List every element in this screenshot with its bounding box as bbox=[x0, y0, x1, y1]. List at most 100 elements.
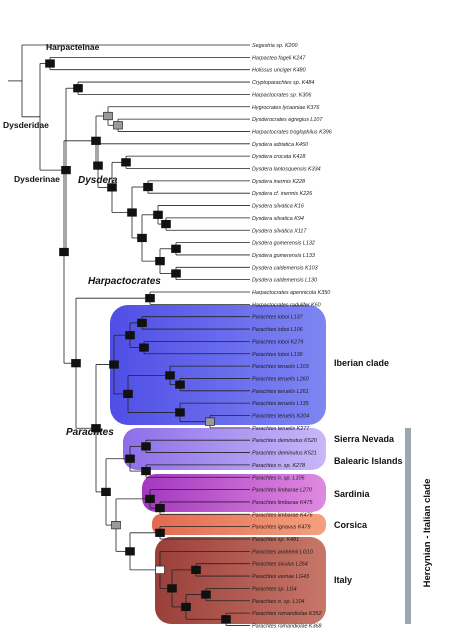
taxon-label: Parachtes teruelis K277 bbox=[252, 426, 310, 432]
support-node bbox=[125, 547, 135, 556]
support-node bbox=[137, 318, 147, 327]
corsica-box bbox=[152, 514, 326, 535]
support-node bbox=[137, 233, 147, 243]
taxon-label: Parachtes teruelis L135 bbox=[252, 401, 310, 407]
taxon-label: Cryptoparachtes sp. K484 bbox=[252, 80, 314, 86]
support-node bbox=[171, 269, 181, 278]
taxon-label: Dysdera silvatica K94 bbox=[252, 216, 304, 222]
taxon-label: Dysdera cf. inermis K226 bbox=[252, 191, 312, 197]
support-node bbox=[91, 424, 101, 433]
dysderinae-label: Dysderinae bbox=[14, 174, 60, 184]
support-node bbox=[141, 442, 151, 451]
taxon-labels: Segestria sp. K200 Harpactea fageli K247 H… bbox=[252, 43, 332, 629]
support-node bbox=[191, 565, 201, 574]
support-node bbox=[45, 59, 55, 68]
harpacteinae-label: Harpacteinae bbox=[46, 42, 100, 52]
taxon-label: Parachtes loboi L137 bbox=[252, 315, 304, 321]
taxon-label: Parachtes ignavus K479 bbox=[252, 525, 310, 531]
taxon-label: Parachtes teruelis L261 bbox=[252, 389, 309, 395]
taxon-label: Segestria sp. K200 bbox=[252, 43, 298, 49]
taxon-label: Dysdera silvatica X117 bbox=[252, 228, 307, 234]
support-node bbox=[71, 359, 81, 368]
taxon-label: Parachtes n. sp. K278 bbox=[252, 463, 305, 469]
taxon-label: Parachtes deminutus K520 bbox=[252, 438, 317, 444]
support-node bbox=[143, 182, 153, 192]
taxon-label: Parachtes teruelis K204 bbox=[252, 414, 309, 420]
taxon-label: Parachtes loboi L136 bbox=[252, 352, 303, 358]
support-node bbox=[127, 208, 137, 217]
support-node bbox=[141, 466, 151, 476]
taxon-label: Parachtes teruelis L103 bbox=[252, 364, 309, 370]
italy-box bbox=[155, 537, 326, 624]
support-node bbox=[103, 111, 113, 121]
support-node bbox=[113, 121, 123, 130]
taxon-label: Parachtes limbarae K475 bbox=[252, 500, 314, 506]
taxon-label: Dysdera caldemensis K103 bbox=[252, 265, 318, 271]
taxon-label: Harpactocrates sp. K306 bbox=[252, 92, 311, 98]
support-node bbox=[175, 408, 185, 417]
sardinia-box bbox=[142, 474, 326, 512]
support-node bbox=[153, 210, 163, 219]
support-node bbox=[125, 454, 135, 463]
taxon-label: Dysdera adriatica K450 bbox=[252, 142, 308, 148]
taxon-label: Dysdera gomerensis L133 bbox=[252, 253, 315, 259]
taxon-label: Dysdera caldemensis L130 bbox=[252, 278, 317, 284]
taxon-label: Parachtes teruelis L260 bbox=[252, 376, 309, 382]
taxon-label: Dysdera lantosquensis K334 bbox=[252, 167, 321, 173]
support-node bbox=[155, 565, 165, 574]
support-node bbox=[139, 343, 149, 352]
support-node bbox=[145, 494, 155, 503]
sierra-balearic-box bbox=[123, 428, 326, 470]
support-node bbox=[93, 161, 103, 170]
taxon-label: Parachtes siculus L264 bbox=[252, 562, 308, 568]
italy-label: Italy bbox=[334, 575, 352, 585]
support-node bbox=[125, 331, 135, 340]
support-node bbox=[155, 257, 165, 266]
support-node bbox=[109, 360, 119, 369]
dysdera-label: Dysdera bbox=[78, 175, 118, 186]
support-node bbox=[155, 528, 165, 537]
support-node bbox=[123, 389, 133, 398]
taxon-label: Harpactocrates troglophilus K396 bbox=[252, 129, 332, 135]
taxon-label: Harpactea fageli K247 bbox=[252, 55, 306, 61]
hercynian-italian-bar bbox=[405, 428, 411, 624]
support-node bbox=[73, 84, 83, 93]
taxon-label: Dysdera crocata K418 bbox=[252, 154, 305, 160]
dysderidae-label: Dysderidae bbox=[3, 120, 49, 130]
support-node bbox=[145, 294, 155, 303]
taxon-label: Holissus unciger K480 bbox=[252, 68, 306, 74]
balearic-islands-label: Balearic Islands bbox=[334, 456, 403, 466]
taxon-label: Parachtes n. sp. L104 bbox=[252, 599, 304, 605]
taxon-label: Parachtes sp. LG4 bbox=[252, 586, 297, 592]
taxon-label: Parachtes limbarae L270 bbox=[252, 488, 312, 494]
support-node bbox=[167, 584, 177, 593]
sierra-nevada-label: Sierra Nevada bbox=[334, 434, 395, 444]
support-node bbox=[181, 602, 191, 612]
iberian-clade-box bbox=[110, 305, 326, 425]
support-node bbox=[205, 417, 215, 426]
taxon-label: Parachtes sp. K481 bbox=[252, 537, 299, 543]
support-node bbox=[91, 136, 101, 145]
taxon-label: Dysdera inermis K228 bbox=[252, 179, 305, 185]
taxon-label: Parachtes loboi K279 bbox=[252, 339, 303, 345]
support-node bbox=[161, 219, 171, 229]
taxon-label: Parachtes limbarae K476 bbox=[252, 512, 313, 518]
taxon-label: Dysdera gomerensis L132 bbox=[252, 241, 315, 247]
parachtes-label: Parachtes bbox=[66, 427, 114, 438]
support-nodes bbox=[45, 59, 231, 624]
taxon-label: Parachtes romandiolae K352 bbox=[252, 611, 322, 617]
support-node bbox=[171, 244, 181, 253]
support-node bbox=[107, 183, 117, 192]
taxon-label: Parachtes n. sp. L105 bbox=[252, 475, 305, 481]
harpactocrates-label: Harpactocrates bbox=[88, 276, 161, 287]
support-node bbox=[59, 247, 69, 257]
taxon-label: Parachtes vernae LG43 bbox=[252, 574, 309, 580]
support-node bbox=[111, 521, 121, 530]
iberian-clade-label: Iberian clade bbox=[334, 358, 389, 368]
taxon-label: Dysderocrates egregius L107 bbox=[252, 117, 323, 123]
taxon-label: Parachtes andreinii LG10 bbox=[252, 549, 313, 555]
taxon-label: Parachtes romandiolae K368 bbox=[252, 623, 322, 629]
taxon-label: Hygrocrates lycaoniae K376 bbox=[252, 105, 319, 111]
support-node bbox=[61, 166, 71, 175]
support-node bbox=[175, 380, 185, 389]
